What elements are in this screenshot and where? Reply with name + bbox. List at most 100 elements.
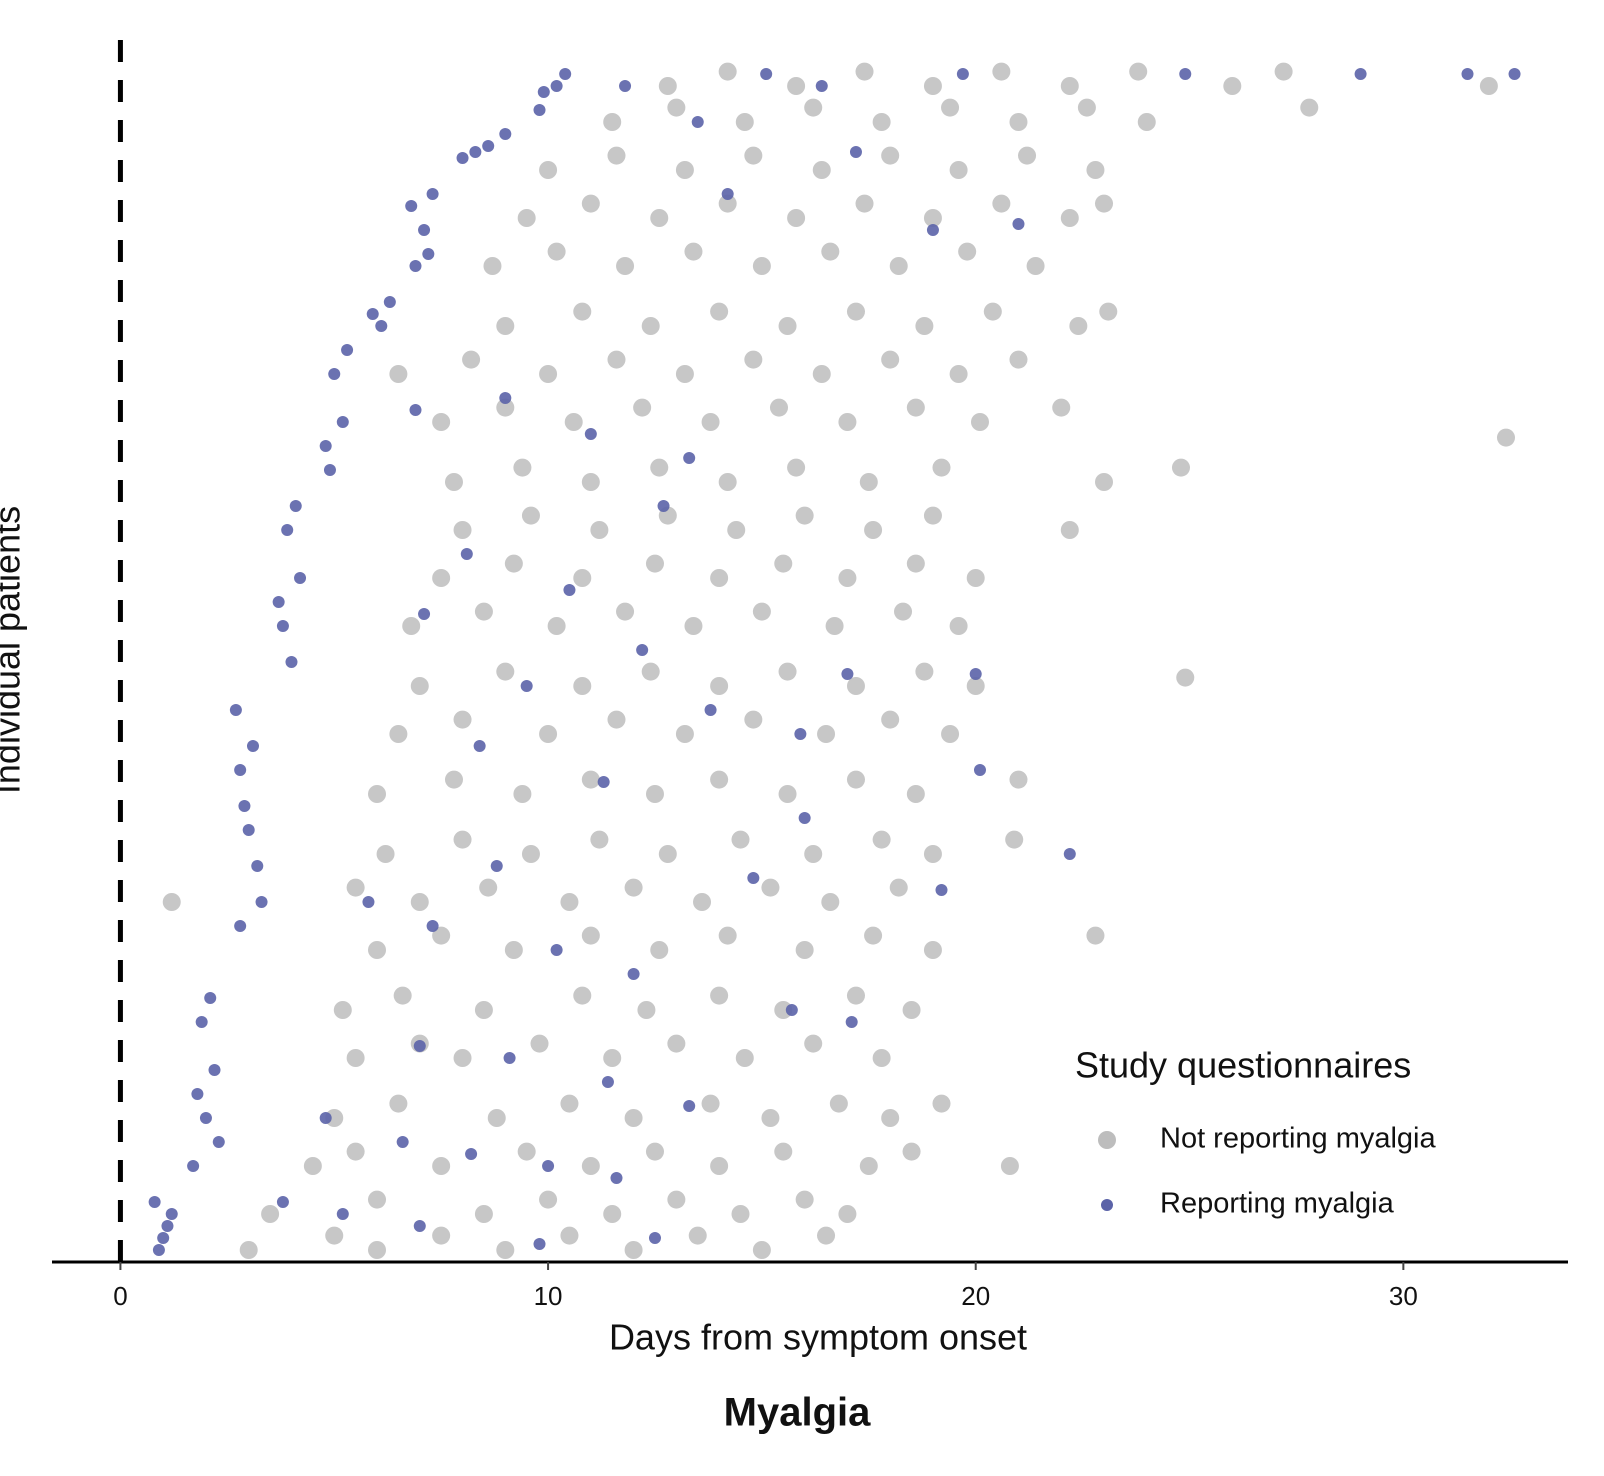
point (573, 569, 592, 587)
point (1129, 62, 1148, 81)
point (915, 662, 934, 681)
point (336, 1208, 349, 1220)
point (902, 1142, 921, 1161)
point (402, 617, 421, 635)
point (432, 569, 451, 587)
point (533, 104, 546, 116)
point (710, 677, 729, 695)
point (658, 77, 677, 95)
point (838, 413, 857, 431)
point (573, 302, 592, 321)
point (821, 242, 840, 261)
point (872, 113, 891, 131)
point (795, 941, 814, 959)
point (564, 413, 583, 431)
point (251, 860, 264, 872)
legend-label: Reporting myalgia (1160, 1188, 1395, 1220)
point (432, 1226, 451, 1245)
point (496, 398, 515, 417)
point (675, 365, 694, 383)
point (1095, 194, 1114, 213)
point (560, 1226, 579, 1245)
point (675, 161, 694, 179)
point (849, 146, 862, 158)
point (657, 500, 670, 512)
point (616, 602, 635, 621)
point (479, 878, 498, 897)
point (778, 662, 797, 681)
point (487, 1109, 506, 1127)
point (513, 458, 532, 477)
point (1461, 68, 1474, 80)
point (539, 1190, 558, 1209)
point (573, 986, 592, 1005)
point (1095, 473, 1114, 491)
point (675, 725, 694, 743)
point (718, 473, 737, 491)
point (829, 1094, 848, 1113)
point (208, 1064, 221, 1076)
point (581, 926, 600, 945)
point (389, 725, 408, 743)
point (409, 404, 422, 416)
point (362, 896, 375, 908)
point (906, 785, 925, 803)
point (645, 1142, 664, 1161)
point (778, 317, 797, 335)
legend-marker (1101, 1199, 1113, 1211)
point (432, 1157, 451, 1175)
point (932, 1094, 951, 1113)
point (846, 677, 865, 695)
point (368, 1241, 387, 1259)
point (710, 302, 729, 321)
legend-marker (1098, 1131, 1116, 1149)
point (432, 413, 451, 431)
point (845, 1016, 858, 1028)
point (923, 845, 942, 863)
point (718, 926, 737, 945)
point (701, 413, 720, 431)
point (560, 893, 579, 911)
point (889, 257, 908, 275)
point (846, 770, 865, 789)
point (560, 1094, 579, 1113)
point (474, 1205, 493, 1223)
point (624, 878, 643, 897)
point (817, 725, 836, 743)
point (760, 68, 773, 80)
point (607, 146, 626, 165)
point (607, 350, 626, 369)
point (1009, 350, 1028, 369)
x-tick-label: 30 (1389, 1281, 1418, 1311)
point (366, 308, 379, 320)
point (229, 704, 242, 716)
point (533, 1238, 546, 1250)
point (597, 776, 610, 788)
point (787, 458, 806, 477)
point (744, 146, 763, 165)
point (794, 728, 807, 740)
point (761, 878, 780, 897)
point (162, 893, 181, 911)
point (969, 668, 982, 680)
point (409, 260, 422, 272)
point (744, 350, 763, 369)
point (992, 62, 1011, 81)
point (581, 1157, 600, 1175)
point (804, 98, 823, 117)
point (473, 740, 486, 752)
point (285, 656, 298, 668)
point (970, 413, 989, 431)
point (721, 188, 734, 200)
point (949, 161, 968, 179)
point (328, 368, 341, 380)
point (499, 392, 512, 404)
point (1086, 161, 1105, 179)
point (513, 785, 532, 803)
point (165, 1208, 178, 1220)
point (303, 1157, 322, 1175)
point (983, 302, 1002, 321)
point (239, 1241, 258, 1259)
point (581, 770, 600, 789)
point (573, 677, 592, 695)
